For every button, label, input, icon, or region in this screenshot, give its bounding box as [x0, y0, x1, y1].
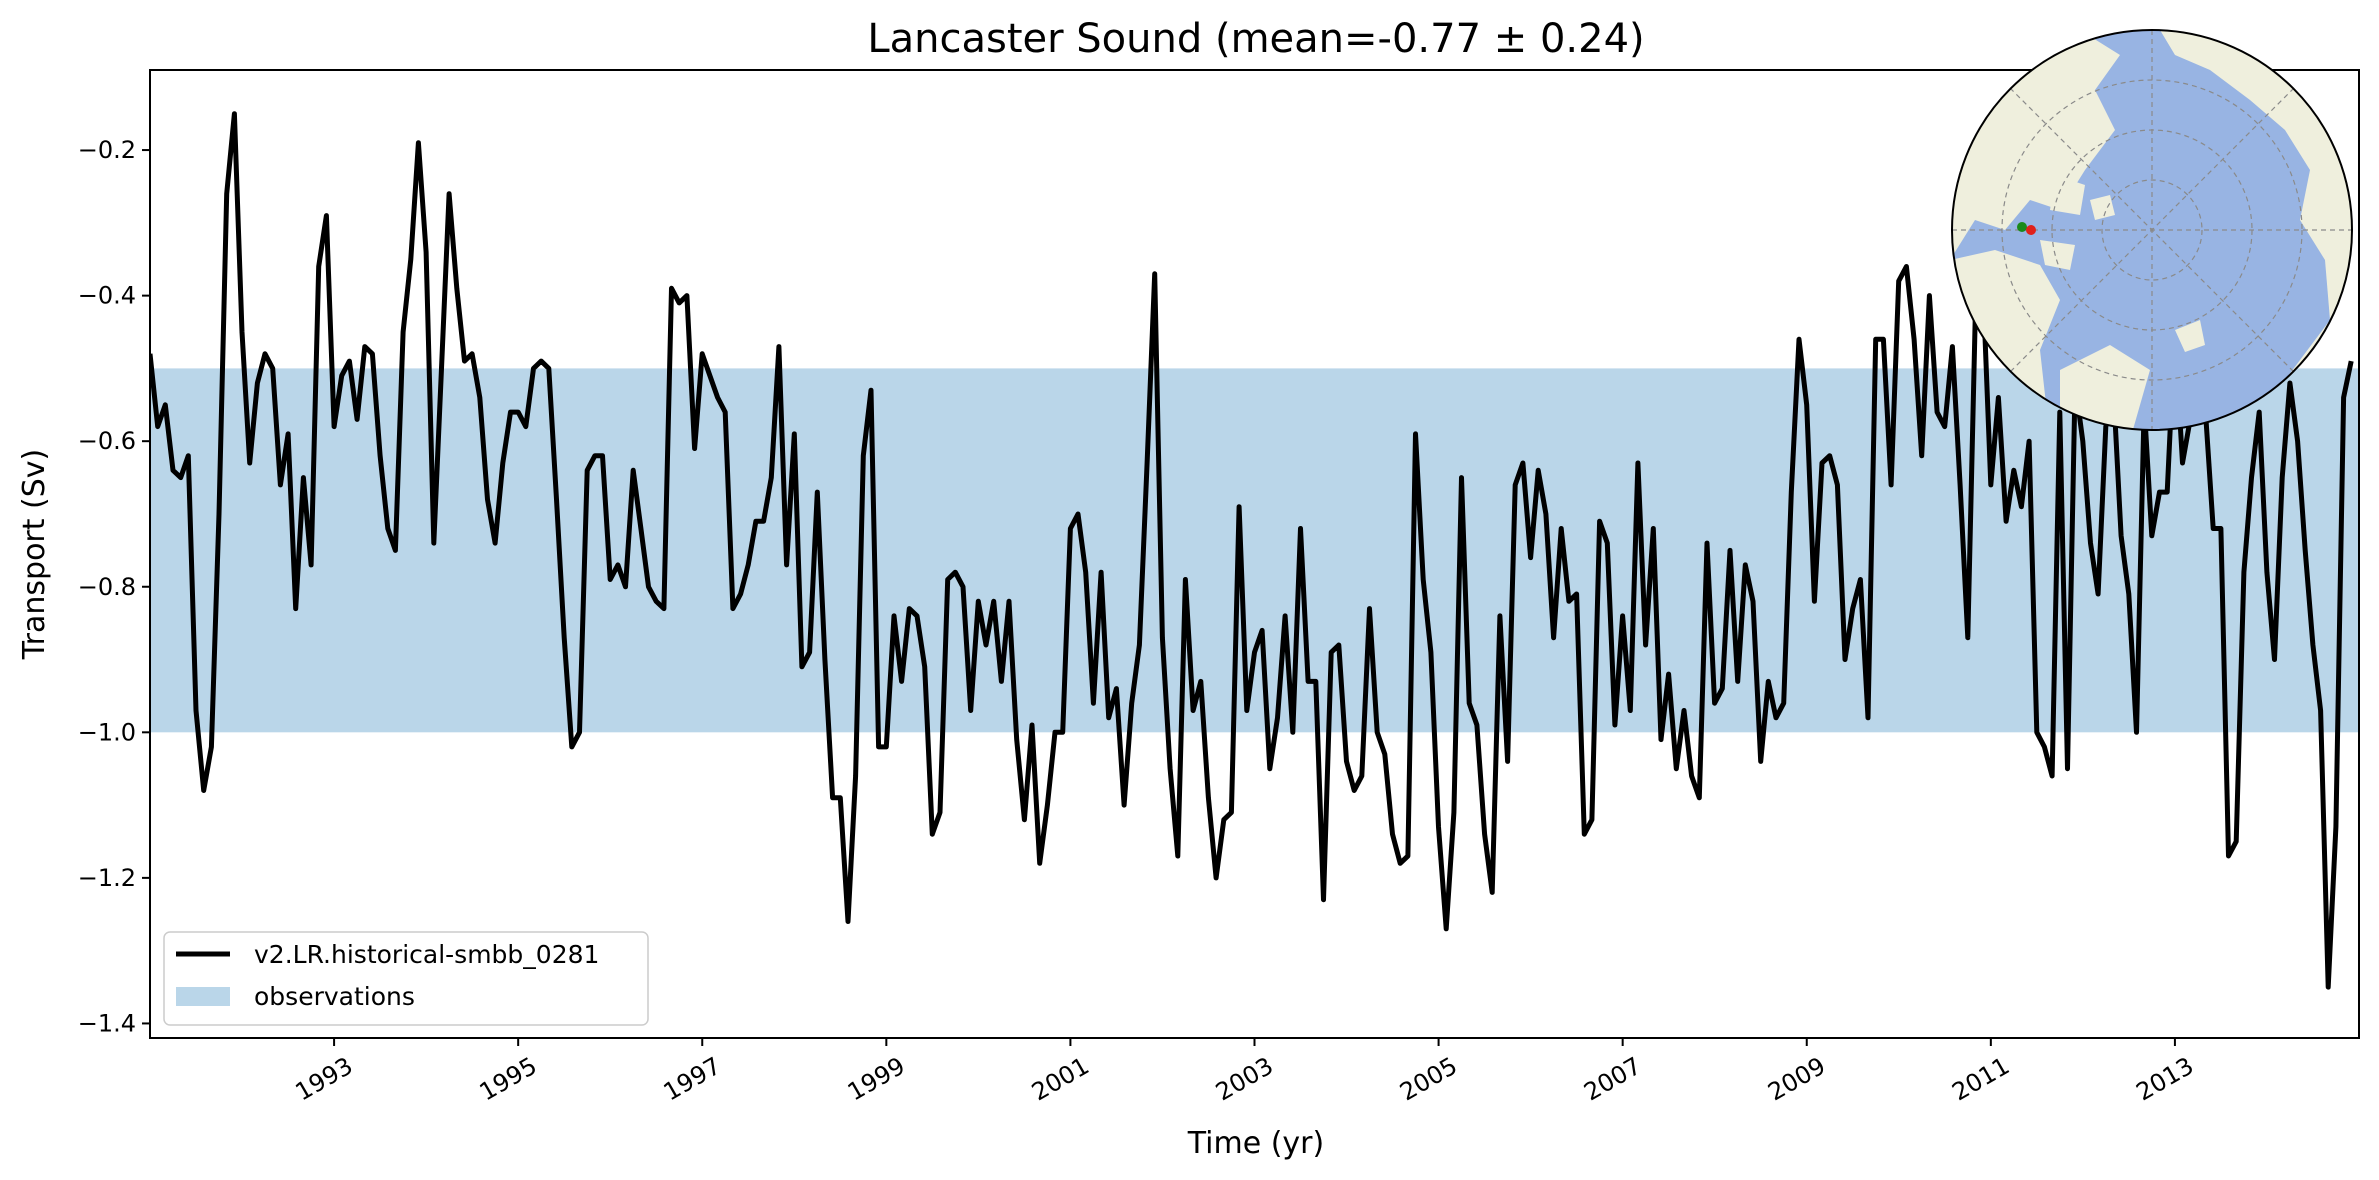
y-axis: −0.2 −0.4 −0.6 −0.8 −1.0 −1.2 −1.4	[78, 136, 150, 1037]
legend-series-label: v2.LR.historical-smbb_0281	[254, 940, 599, 969]
x-tick-label: 2009	[1763, 1052, 1830, 1107]
y-axis-label: Transport (Sv)	[17, 449, 52, 661]
inset-map-marker-end	[2026, 225, 2036, 235]
y-tick-label: −1.4	[78, 1009, 136, 1037]
y-tick-label: −0.2	[78, 136, 136, 164]
inset-map-graticule	[1952, 30, 2352, 430]
x-tick-label: 1999	[843, 1052, 910, 1107]
chart-title: Lancaster Sound (mean=-0.77 ± 0.24)	[867, 16, 1644, 62]
x-axis-label: Time (yr)	[1187, 1126, 1324, 1161]
legend: v2.LR.historical-smbb_0281 observations	[163, 931, 649, 1026]
x-tick-label: 1997	[659, 1052, 726, 1107]
y-tick-label: −0.4	[78, 282, 136, 310]
y-tick-label: −0.8	[78, 573, 136, 601]
legend-observations-label: observations	[254, 982, 415, 1011]
y-tick-label: −0.6	[78, 427, 136, 455]
y-tick-label: −1.2	[78, 864, 136, 892]
inset-map	[1951, 29, 2353, 431]
x-axis: 1993 1995 1997 1999 2001 2003 2005 2007 2009 2011…	[291, 1038, 2198, 1107]
x-tick-label: 2005	[1395, 1052, 1462, 1107]
x-tick-label: 2011	[1947, 1052, 2014, 1107]
inset-map-border	[1951, 29, 2353, 431]
x-tick-label: 2007	[1579, 1052, 1646, 1107]
x-tick-label: 1993	[291, 1052, 358, 1107]
legend-observations-swatch	[176, 987, 230, 1006]
inset-map-marker-start	[2017, 222, 2027, 232]
x-tick-label: 2013	[2131, 1052, 2198, 1107]
x-tick-label: 1995	[475, 1052, 542, 1107]
x-tick-label: 2001	[1027, 1052, 1094, 1107]
y-tick-label: −1.0	[78, 718, 136, 746]
legend-box	[163, 931, 649, 1026]
x-tick-label: 2003	[1211, 1052, 1278, 1107]
